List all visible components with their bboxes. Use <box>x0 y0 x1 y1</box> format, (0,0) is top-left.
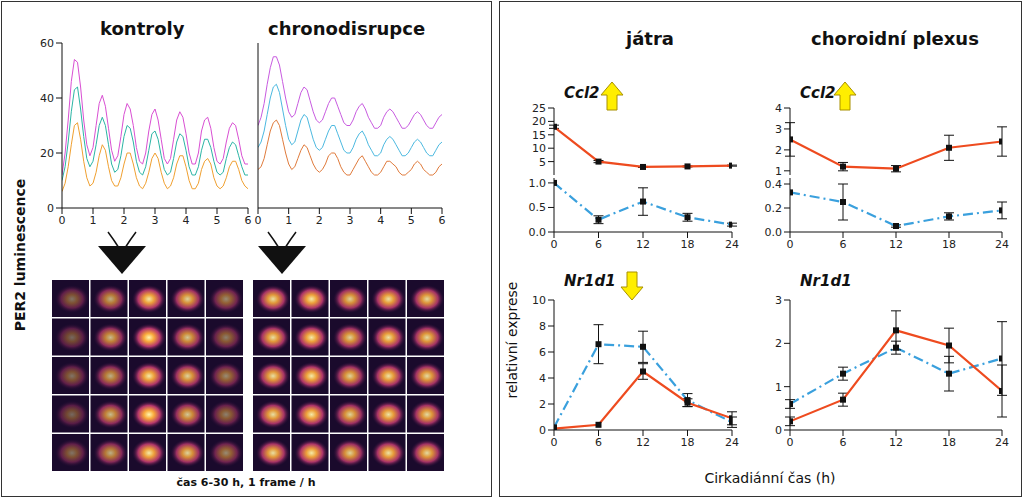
svg-text:0: 0 <box>255 214 262 227</box>
svg-text:5: 5 <box>408 214 415 227</box>
html-text:Ccl2: Ccl2 <box>800 84 836 102</box>
svg-text:3: 3 <box>347 214 354 227</box>
svg-text:40: 40 <box>40 92 54 105</box>
svg-text:18: 18 <box>681 436 695 449</box>
html-text:Cirkadiánní čas (h): Cirkadiánní čas (h) <box>704 470 836 486</box>
svg-text:5: 5 <box>214 214 221 227</box>
svg-text:18: 18 <box>942 436 956 449</box>
html-text:Nr1d1: Nr1d1 <box>800 272 852 290</box>
svg-text:2: 2 <box>775 144 782 157</box>
svg-text:4: 4 <box>775 102 782 115</box>
svg-text:12: 12 <box>636 238 650 251</box>
svg-text:0: 0 <box>47 202 54 215</box>
svg-text:2: 2 <box>316 214 323 227</box>
svg-text:2: 2 <box>121 214 128 227</box>
svg-text:18: 18 <box>942 238 956 251</box>
svg-text:24: 24 <box>995 238 1009 251</box>
svg-text:20: 20 <box>40 147 54 160</box>
html-text:játra: játra <box>626 28 674 49</box>
html-text:PER2 luminescence: PER2 luminescence <box>12 178 28 332</box>
svg-text:0.5: 0.5 <box>529 201 547 214</box>
svg-text:3: 3 <box>775 123 782 136</box>
svg-text:4: 4 <box>377 214 384 227</box>
svg-text:4: 4 <box>539 372 546 385</box>
svg-text:6: 6 <box>595 238 602 251</box>
svg-text:0.0: 0.0 <box>529 226 547 239</box>
html-text:čas 6-30 h, 1 frame / h: čas 6-30 h, 1 frame / h <box>176 476 316 489</box>
svg-text:12: 12 <box>889 238 903 251</box>
svg-text:12: 12 <box>636 436 650 449</box>
html-text:kontroly: kontroly <box>100 18 185 39</box>
svg-text:4: 4 <box>183 214 190 227</box>
svg-text:0: 0 <box>787 238 794 251</box>
html-text:chronodisrupce: chronodisrupce <box>268 18 426 39</box>
html-text:relativní exprese: relativní exprese <box>504 281 520 399</box>
svg-text:0: 0 <box>551 238 558 251</box>
svg-text:0: 0 <box>551 436 558 449</box>
svg-text:5: 5 <box>539 156 546 169</box>
svg-text:6: 6 <box>245 214 252 227</box>
svg-text:24: 24 <box>995 436 1009 449</box>
svg-text:6: 6 <box>840 436 847 449</box>
svg-text:6: 6 <box>539 346 546 359</box>
svg-text:0.0: 0.0 <box>765 226 783 239</box>
svg-text:8: 8 <box>539 320 546 333</box>
svg-text:6: 6 <box>439 214 446 227</box>
svg-text:2: 2 <box>539 398 546 411</box>
svg-text:6: 6 <box>595 436 602 449</box>
svg-text:60: 60 <box>40 38 54 50</box>
svg-text:24: 24 <box>725 238 739 251</box>
svg-text:20: 20 <box>532 115 546 128</box>
html-text:Ccl2: Ccl2 <box>564 84 600 102</box>
svg-text:0: 0 <box>59 214 66 227</box>
svg-text:0.4: 0.4 <box>765 178 783 191</box>
svg-text:10: 10 <box>532 294 546 307</box>
svg-text:15: 15 <box>532 129 546 142</box>
svg-text:0: 0 <box>775 424 782 437</box>
svg-text:1.0: 1.0 <box>529 177 547 190</box>
svg-text:0: 0 <box>539 424 546 437</box>
svg-text:1: 1 <box>90 214 97 227</box>
svg-text:0.2: 0.2 <box>765 202 783 215</box>
svg-text:12: 12 <box>889 436 903 449</box>
svg-text:24: 24 <box>725 436 739 449</box>
svg-text:10: 10 <box>532 142 546 155</box>
svg-text:2: 2 <box>775 337 782 350</box>
svg-text:1: 1 <box>775 381 782 394</box>
svg-text:18: 18 <box>681 238 695 251</box>
html-text:Nr1d1: Nr1d1 <box>564 272 616 290</box>
svg-text:0: 0 <box>787 436 794 449</box>
svg-text:3: 3 <box>775 294 782 307</box>
svg-text:1: 1 <box>775 165 782 175</box>
svg-text:6: 6 <box>840 238 847 251</box>
svg-text:25: 25 <box>532 102 546 115</box>
svg-text:1: 1 <box>285 214 292 227</box>
html-text:choroidní plexus: choroidní plexus <box>811 28 979 49</box>
svg-text:3: 3 <box>152 214 159 227</box>
